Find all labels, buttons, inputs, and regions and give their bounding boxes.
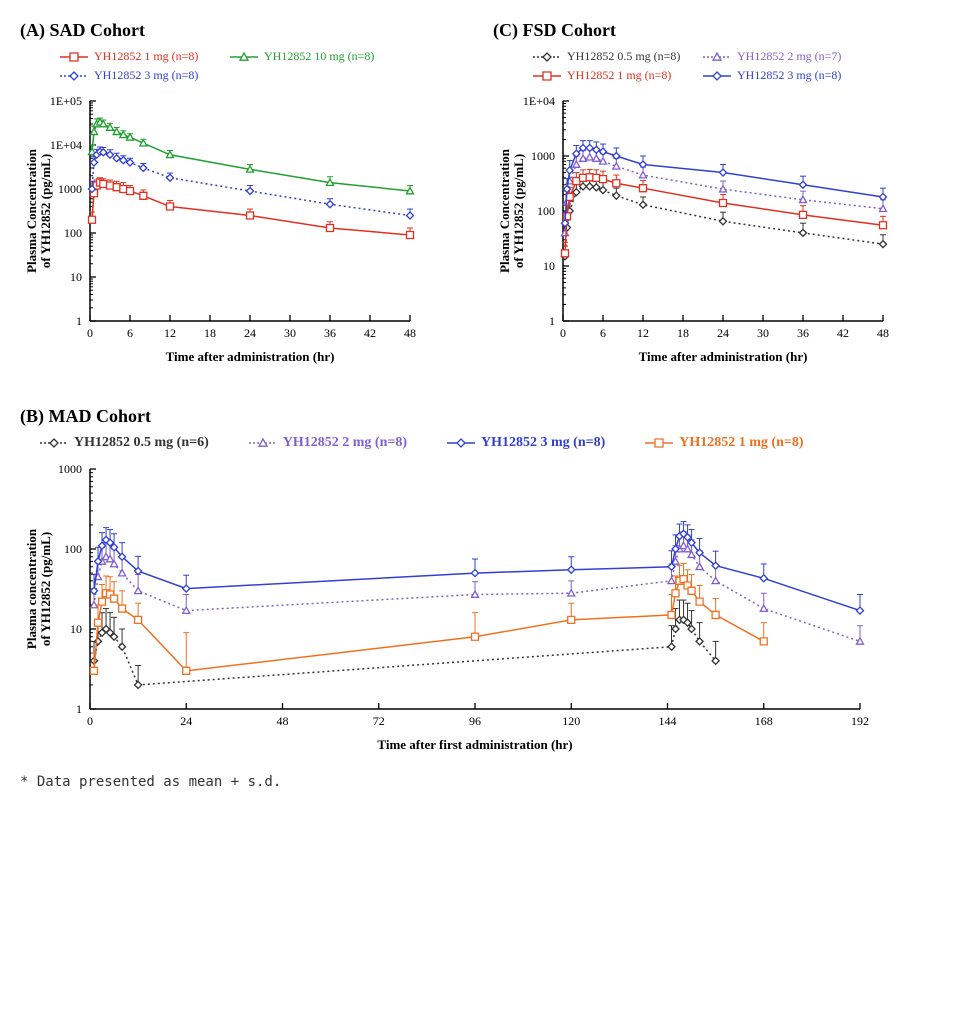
footnote: * Data presented as mean + s.d. (20, 774, 936, 790)
svg-text:48: 48 (404, 326, 416, 340)
svg-text:30: 30 (284, 326, 296, 340)
svg-text:192: 192 (851, 714, 869, 728)
svg-text:12: 12 (164, 326, 176, 340)
legend-item: YH12852 0.5 mg (n=8) (533, 49, 683, 64)
chart-svg: 0 6 12 18 24 30 36 42 48 1 10 100 1000 1E+04 1E+05 Time… (20, 91, 420, 371)
svg-text:120: 120 (562, 714, 580, 728)
legend-item: YH12852 1 mg (n=8) (533, 68, 683, 83)
svg-text:36: 36 (797, 326, 809, 340)
svg-text:18: 18 (677, 326, 689, 340)
svg-text:30: 30 (757, 326, 769, 340)
svg-text:1000: 1000 (58, 182, 82, 196)
legend-item: YH12852 3 mg (n=8) (447, 435, 605, 451)
svg-text:Plasma Concentration: Plasma Concentration (497, 148, 512, 273)
chart-svg: 0 6 12 18 24 30 36 42 48 1 10 100 1000 1E+04 Time afte… (493, 91, 893, 371)
panel-b: (B) MAD Cohort YH12852 0.5 mg (n=6)YH128… (20, 406, 930, 764)
chart-svg: 0 24 48 72 96 120 144 168 192 1 10 100 1000 Time afte… (20, 459, 870, 759)
svg-text:100: 100 (64, 542, 82, 556)
panel-c: (C) FSD Cohort YH12852 0.5 mg (n=8)YH128… (493, 20, 936, 376)
svg-text:42: 42 (837, 326, 849, 340)
legend-item: YH12852 1 mg (n=8) (60, 49, 210, 64)
legend-item: YH12852 0.5 mg (n=6) (40, 435, 209, 451)
svg-text:of YH12852 (pg/mL): of YH12852 (pg/mL) (38, 532, 53, 646)
svg-text:168: 168 (755, 714, 773, 728)
svg-text:10: 10 (70, 270, 82, 284)
svg-text:12: 12 (637, 326, 649, 340)
svg-text:0: 0 (560, 326, 566, 340)
legend-item: YH12852 1 mg (n=8) (645, 435, 803, 451)
svg-text:100: 100 (64, 226, 82, 240)
svg-text:Time after administration (hr): Time after administration (hr) (639, 349, 808, 364)
svg-text:10: 10 (70, 622, 82, 636)
panel-a-title: (A) SAD Cohort (20, 20, 463, 41)
svg-text:48: 48 (277, 714, 289, 728)
svg-text:Plasma concentration: Plasma concentration (24, 528, 39, 649)
svg-text:Plasma Concentration: Plasma Concentration (24, 148, 39, 273)
svg-text:1E+05: 1E+05 (50, 94, 82, 108)
panel-a: (A) SAD Cohort YH12852 1 mg (n=8)YH12852… (20, 20, 463, 376)
svg-text:100: 100 (537, 204, 555, 218)
svg-text:24: 24 (717, 326, 729, 340)
svg-text:0: 0 (87, 326, 93, 340)
panel-b-title: (B) MAD Cohort (20, 406, 930, 427)
svg-text:1: 1 (549, 314, 555, 328)
svg-text:0: 0 (87, 714, 93, 728)
svg-text:10: 10 (543, 259, 555, 273)
svg-text:of YH12852 (pg/mL): of YH12852 (pg/mL) (38, 154, 53, 268)
panel-b-legend: YH12852 0.5 mg (n=6) YH12852 2 mg (n=8) YH… (40, 435, 930, 451)
svg-text:18: 18 (204, 326, 216, 340)
legend-item: YH12852 2 mg (n=8) (249, 435, 407, 451)
svg-text:of YH12852 (pg/mL): of YH12852 (pg/mL) (511, 154, 526, 268)
panel-a-legend: YH12852 1 mg (n=8) YH12852 10 mg (n=8) YH1… (60, 49, 463, 83)
svg-text:24: 24 (244, 326, 256, 340)
svg-text:1000: 1000 (58, 462, 82, 476)
panel-c-title: (C) FSD Cohort (493, 20, 936, 41)
legend-item: YH12852 3 mg (n=8) (60, 68, 210, 83)
svg-text:1E+04: 1E+04 (50, 138, 82, 152)
svg-text:1: 1 (76, 702, 82, 716)
svg-text:24: 24 (180, 714, 192, 728)
legend-item: YH12852 3 mg (n=8) (703, 68, 853, 83)
svg-text:6: 6 (600, 326, 606, 340)
svg-text:Time after administration (hr): Time after administration (hr) (166, 349, 335, 364)
svg-text:96: 96 (469, 714, 481, 728)
svg-text:36: 36 (324, 326, 336, 340)
svg-text:144: 144 (659, 714, 677, 728)
svg-text:Time after first administratio: Time after first administration (hr) (377, 737, 572, 752)
legend-item: YH12852 10 mg (n=8) (230, 49, 380, 64)
panel-c-legend: YH12852 0.5 mg (n=8) YH12852 2 mg (n=7) YH… (533, 49, 936, 83)
legend-item: YH12852 2 mg (n=7) (703, 49, 853, 64)
svg-text:6: 6 (127, 326, 133, 340)
svg-text:1000: 1000 (531, 149, 555, 163)
svg-text:48: 48 (877, 326, 889, 340)
svg-text:1: 1 (76, 314, 82, 328)
svg-text:1E+04: 1E+04 (523, 94, 555, 108)
svg-text:42: 42 (364, 326, 376, 340)
svg-text:72: 72 (373, 714, 385, 728)
